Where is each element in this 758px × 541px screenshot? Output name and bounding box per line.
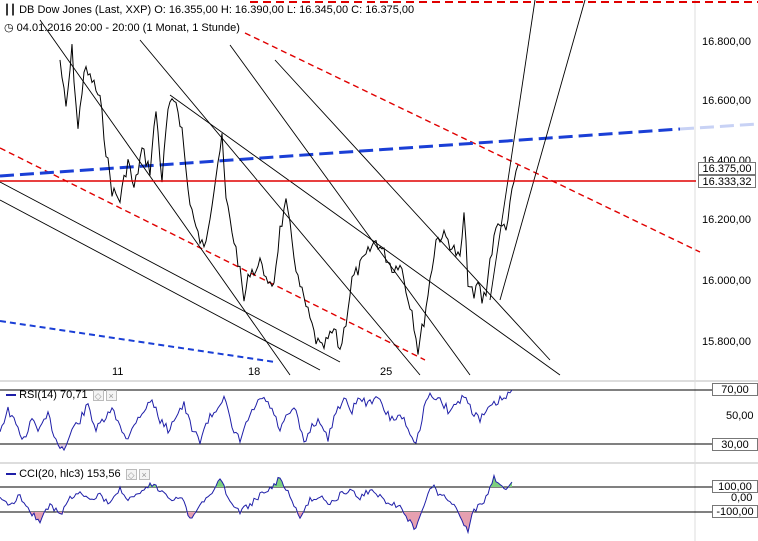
x-tick: 18 xyxy=(248,366,261,378)
rsi-series[interactable] xyxy=(0,389,513,452)
instrument-line: DB Dow Jones (Last, XXP) O: 16.355,00 H:… xyxy=(19,4,415,16)
cci-settings-button[interactable]: ◇ xyxy=(125,468,137,480)
period-info: ◷ 04.01.2016 20:00 - 20:00 (1 Monat, 1 S… xyxy=(4,21,240,34)
price-tick: 15.800,00 xyxy=(702,336,751,348)
black-trendline-6[interactable] xyxy=(0,181,341,363)
rsi-oversold-fill xyxy=(0,444,512,451)
instrument-info: ┃┃ DB Dow Jones (Last, XXP) O: 16.355,00… xyxy=(4,4,414,16)
rsi-tick-50: 50,00 xyxy=(726,410,754,422)
rsi-panel-title: RSI(14) 70,71 ◇ × xyxy=(6,389,117,401)
price-tick: 16.600,00 xyxy=(702,95,751,107)
black-trendline-2[interactable] xyxy=(139,39,421,376)
cci-value: 153,56 xyxy=(86,468,121,480)
black-steep-line-1[interactable] xyxy=(489,0,536,301)
x-tick: 25 xyxy=(380,366,393,378)
cci-oversold-fill xyxy=(0,512,512,533)
period-line: 04.01.2016 20:00 - 20:00 (1 Monat, 1 Stu… xyxy=(16,22,240,34)
rsi-value: 70,71 xyxy=(60,389,88,401)
red-dashed-trendline-lower[interactable] xyxy=(0,147,426,361)
series-swatch xyxy=(6,473,16,476)
price-series[interactable] xyxy=(59,44,519,355)
rsi-tag-70[interactable]: 70,00 xyxy=(712,383,758,396)
series-swatch xyxy=(6,394,16,397)
x-tick: 11 xyxy=(112,366,124,378)
cci-panel-title: CCI(20, hlc3) 153,56 ◇ × xyxy=(6,468,150,480)
black-steep-line-2[interactable] xyxy=(499,0,586,301)
price-tick: 16.800,00 xyxy=(702,36,751,48)
black-trendline-4[interactable] xyxy=(169,94,561,376)
horizontal-line-tag[interactable]: 16.333,32 xyxy=(698,175,756,188)
cci-tag-100[interactable]: 100,00 xyxy=(712,480,758,493)
rsi-tag-30[interactable]: 30,00 xyxy=(712,438,758,451)
black-trendline-7[interactable] xyxy=(0,199,321,371)
cci-series[interactable] xyxy=(0,473,513,535)
rsi-title: RSI(14) xyxy=(19,389,57,401)
last-price-tag[interactable]: 16.375,00 xyxy=(698,162,756,175)
cci-fill-group xyxy=(0,475,512,533)
rsi-settings-button[interactable]: ◇ xyxy=(92,389,104,401)
price-tick: 16.000,00 xyxy=(702,275,751,287)
black-trendline-3[interactable] xyxy=(229,44,471,376)
black-trendline-5[interactable] xyxy=(274,59,551,361)
black-trendline-1[interactable] xyxy=(39,19,291,376)
cci-tick-0: 0,00 xyxy=(731,492,753,504)
cci-close-button[interactable]: × xyxy=(138,468,150,480)
cci-title: CCI(20, hlc3) xyxy=(19,468,84,480)
clock-icon[interactable]: ◷ xyxy=(4,22,14,34)
cci-tag-minus100[interactable]: -100,00 xyxy=(712,505,758,518)
rsi-close-button[interactable]: × xyxy=(105,389,117,401)
blue-dashed-trendline-fade xyxy=(679,122,758,131)
price-tick: 16.200,00 xyxy=(702,214,751,226)
candlestick-icon[interactable]: ┃┃ xyxy=(4,5,17,16)
blue-dashed-lower-line[interactable] xyxy=(0,320,276,363)
blue-dashed-trendline[interactable] xyxy=(0,127,681,178)
